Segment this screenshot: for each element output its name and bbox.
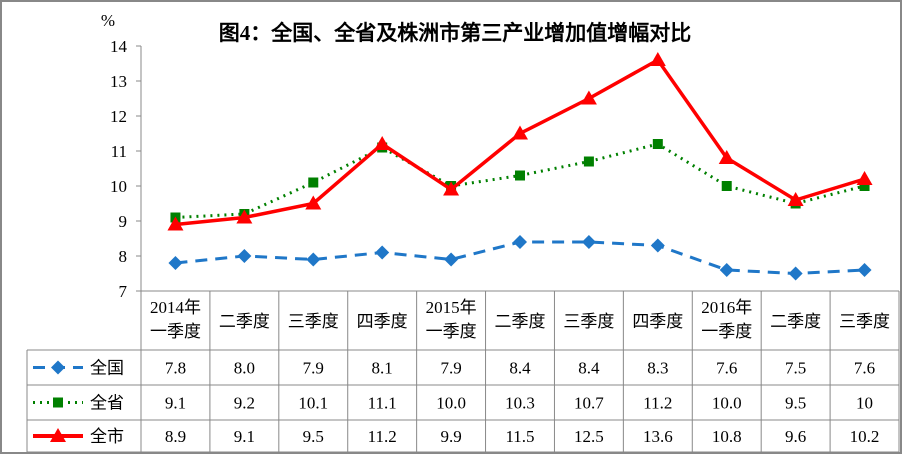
data-point	[512, 125, 528, 140]
data-label: 7.9	[303, 359, 324, 378]
data-label: 9.6	[785, 427, 806, 446]
legend-marker	[50, 428, 66, 442]
data-point	[444, 252, 459, 267]
data-label: 10.7	[574, 394, 604, 413]
legend-label: 全市	[90, 427, 124, 446]
data-point	[167, 216, 184, 231]
y-tick-label: 7	[119, 282, 128, 301]
x-tick-label: 二季度	[495, 312, 546, 331]
x-tick-label: 二季度	[219, 312, 270, 331]
data-point	[718, 150, 735, 164]
data-point	[308, 177, 319, 188]
data-label: 9.2	[234, 394, 255, 413]
data-label: 9.5	[303, 427, 324, 446]
data-point	[374, 136, 391, 150]
y-tick-label: 11	[111, 142, 127, 161]
data-label: 10.3	[505, 394, 535, 413]
data-point	[375, 245, 390, 260]
data-label: 10.1	[298, 394, 328, 413]
data-point	[859, 181, 870, 191]
data-label: 8.4	[509, 359, 531, 378]
data-label: 9.1	[234, 427, 255, 446]
chart-title: 图4：全国、全省及株洲市第三产业增加值增幅对比	[219, 21, 692, 45]
data-point	[515, 170, 525, 181]
x-tick-label: 2015年	[426, 298, 477, 317]
y-tick-label: 13	[110, 72, 127, 91]
data-label: 9.5	[785, 394, 806, 413]
y-tick-label: 10	[110, 177, 127, 196]
data-point	[650, 238, 665, 253]
legend-label: 全省	[90, 394, 124, 413]
y-tick-label: 14	[110, 37, 128, 56]
data-label: 8.3	[647, 359, 668, 378]
data-point	[719, 263, 734, 277]
data-point	[787, 192, 804, 206]
data-label: 7.6	[854, 359, 875, 378]
data-point	[306, 252, 321, 267]
data-label: 7.5	[785, 359, 806, 378]
data-label: 10.2	[850, 427, 880, 446]
data-label: 11.5	[505, 427, 534, 446]
y-tick-label: 12	[110, 107, 127, 126]
data-label: 11.1	[368, 394, 397, 413]
data-label: 10.8	[712, 427, 742, 446]
series-line	[175, 142, 865, 219]
x-tick-label: 四季度	[632, 312, 683, 331]
data-point	[237, 249, 252, 263]
data-point	[581, 235, 596, 249]
data-label: 10	[856, 394, 873, 413]
data-point	[580, 90, 597, 105]
legend-marker	[51, 360, 65, 375]
data-label: 10.0	[436, 394, 466, 413]
x-tick-label: 三季度	[839, 312, 890, 331]
data-label: 11.2	[643, 394, 672, 413]
x-tick-label: 一季度	[426, 322, 477, 341]
data-point	[583, 156, 594, 167]
data-point	[721, 181, 732, 191]
x-tick-label: 三季度	[288, 312, 339, 331]
x-tick-label: 三季度	[563, 312, 614, 331]
data-label: 10.0	[712, 394, 742, 413]
data-label: 9.9	[440, 427, 461, 446]
y-axis-unit: %	[101, 11, 115, 30]
series-1: 全省 9.1 9.2 10.1 11.1 10.0 10.3 10.7 11.2 10.0 9.5 1…	[33, 139, 873, 413]
x-tick-label: 四季度	[357, 312, 408, 331]
data-label: 9.1	[165, 394, 186, 413]
data-label: 11.2	[368, 427, 397, 446]
data-label: 12.5	[574, 427, 604, 446]
data-point	[168, 256, 183, 270]
data-label: 8.9	[165, 427, 186, 446]
data-label: 7.8	[165, 359, 186, 378]
y-tick-label: 9	[119, 212, 128, 231]
data-point	[857, 263, 872, 277]
data-point	[305, 195, 322, 210]
x-tick-label: 2016年	[701, 298, 752, 317]
data-label: 13.6	[643, 427, 673, 446]
data-point	[513, 235, 527, 249]
data-point	[236, 209, 253, 224]
y-tick-label: 8	[119, 247, 128, 266]
data-label: 8.0	[234, 359, 255, 378]
x-tick-label: 二季度	[770, 312, 821, 331]
data-label: 7.6	[716, 359, 737, 378]
legend-marker	[53, 397, 63, 408]
series-2: 全市 8.9 9.1 9.5 11.2 9.9 11.5 12.5 13.6 10.8 9.6 10.…	[33, 52, 879, 446]
data-point	[443, 181, 460, 196]
data-point	[856, 171, 873, 185]
data-label: 8.1	[372, 359, 393, 378]
data-label: 7.9	[440, 359, 461, 378]
series-0: 全国 7.8 8.0 7.9 8.1 7.9 8.4 8.4 8.3 7.6 7.5 7.6	[33, 235, 875, 378]
data-point	[788, 266, 803, 281]
x-tick-label: 2014年	[150, 298, 201, 317]
x-tick-label: 一季度	[150, 322, 201, 341]
legend-label: 全国	[90, 359, 124, 378]
x-tick-label: 一季度	[701, 322, 752, 341]
data-label: 8.4	[578, 359, 600, 378]
data-point	[649, 52, 666, 66]
data-point	[652, 139, 663, 149]
